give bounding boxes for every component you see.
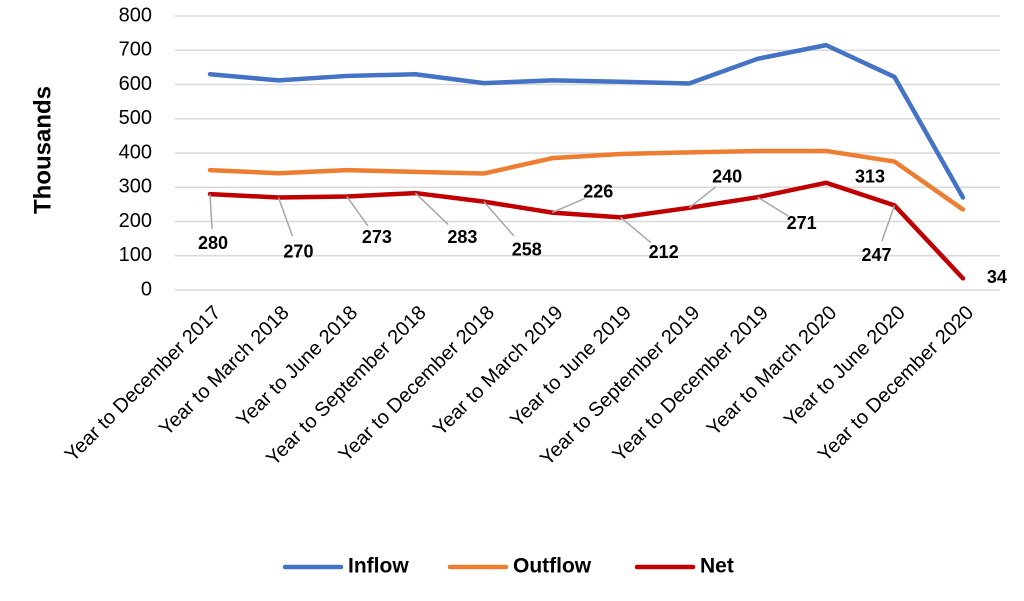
leader-line — [414, 192, 449, 226]
series-line — [207, 148, 966, 212]
x-tick-label: Year to March 2020 — [703, 302, 841, 440]
legend-label: Inflow — [348, 555, 409, 578]
data-label: 273 — [362, 227, 392, 247]
leader-line — [620, 216, 652, 244]
x-tick-label: Year to June 2018 — [232, 302, 362, 432]
y-tick-label: 100 — [119, 244, 152, 266]
legend-label: Outflow — [513, 555, 592, 578]
y-tick-label: 200 — [119, 210, 152, 232]
leader-line — [688, 186, 717, 209]
legend-label: Net — [700, 555, 734, 578]
y-axis-title: Thousands — [29, 86, 56, 214]
y-tick-label: 700 — [119, 39, 152, 61]
series-line — [207, 42, 966, 200]
leader-line — [346, 196, 369, 227]
data-label: 258 — [512, 239, 542, 259]
data-label: 270 — [283, 241, 313, 261]
leader-line — [881, 205, 896, 242]
leader-line — [551, 197, 585, 214]
leader-line — [209, 194, 213, 230]
leader-line — [757, 196, 789, 217]
x-tick-label: Year to June 2019 — [506, 302, 636, 432]
data-label: 226 — [583, 181, 613, 201]
data-label: 240 — [712, 167, 742, 187]
data-label: 271 — [787, 213, 817, 233]
data-label: 34 — [987, 267, 1007, 287]
data-label: 247 — [861, 245, 891, 265]
leader-line — [483, 201, 515, 237]
x-tick-label: Year to March 2018 — [155, 302, 293, 440]
y-tick-label: 600 — [119, 73, 152, 95]
data-label: 313 — [855, 167, 885, 187]
y-tick-label: 300 — [119, 176, 152, 198]
y-tick-label: 800 — [119, 4, 152, 26]
leader-line — [277, 197, 294, 237]
data-label: 280 — [198, 233, 228, 253]
y-tick-label: 0 — [141, 278, 152, 300]
y-tick-label: 500 — [119, 107, 152, 129]
x-tick-label: Year to June 2020 — [780, 302, 910, 432]
data-label: 212 — [649, 242, 679, 262]
y-tick-label: 400 — [119, 141, 152, 163]
x-tick-label: Year to March 2019 — [429, 302, 567, 440]
series-line — [207, 180, 966, 281]
data-label: 283 — [447, 227, 477, 247]
